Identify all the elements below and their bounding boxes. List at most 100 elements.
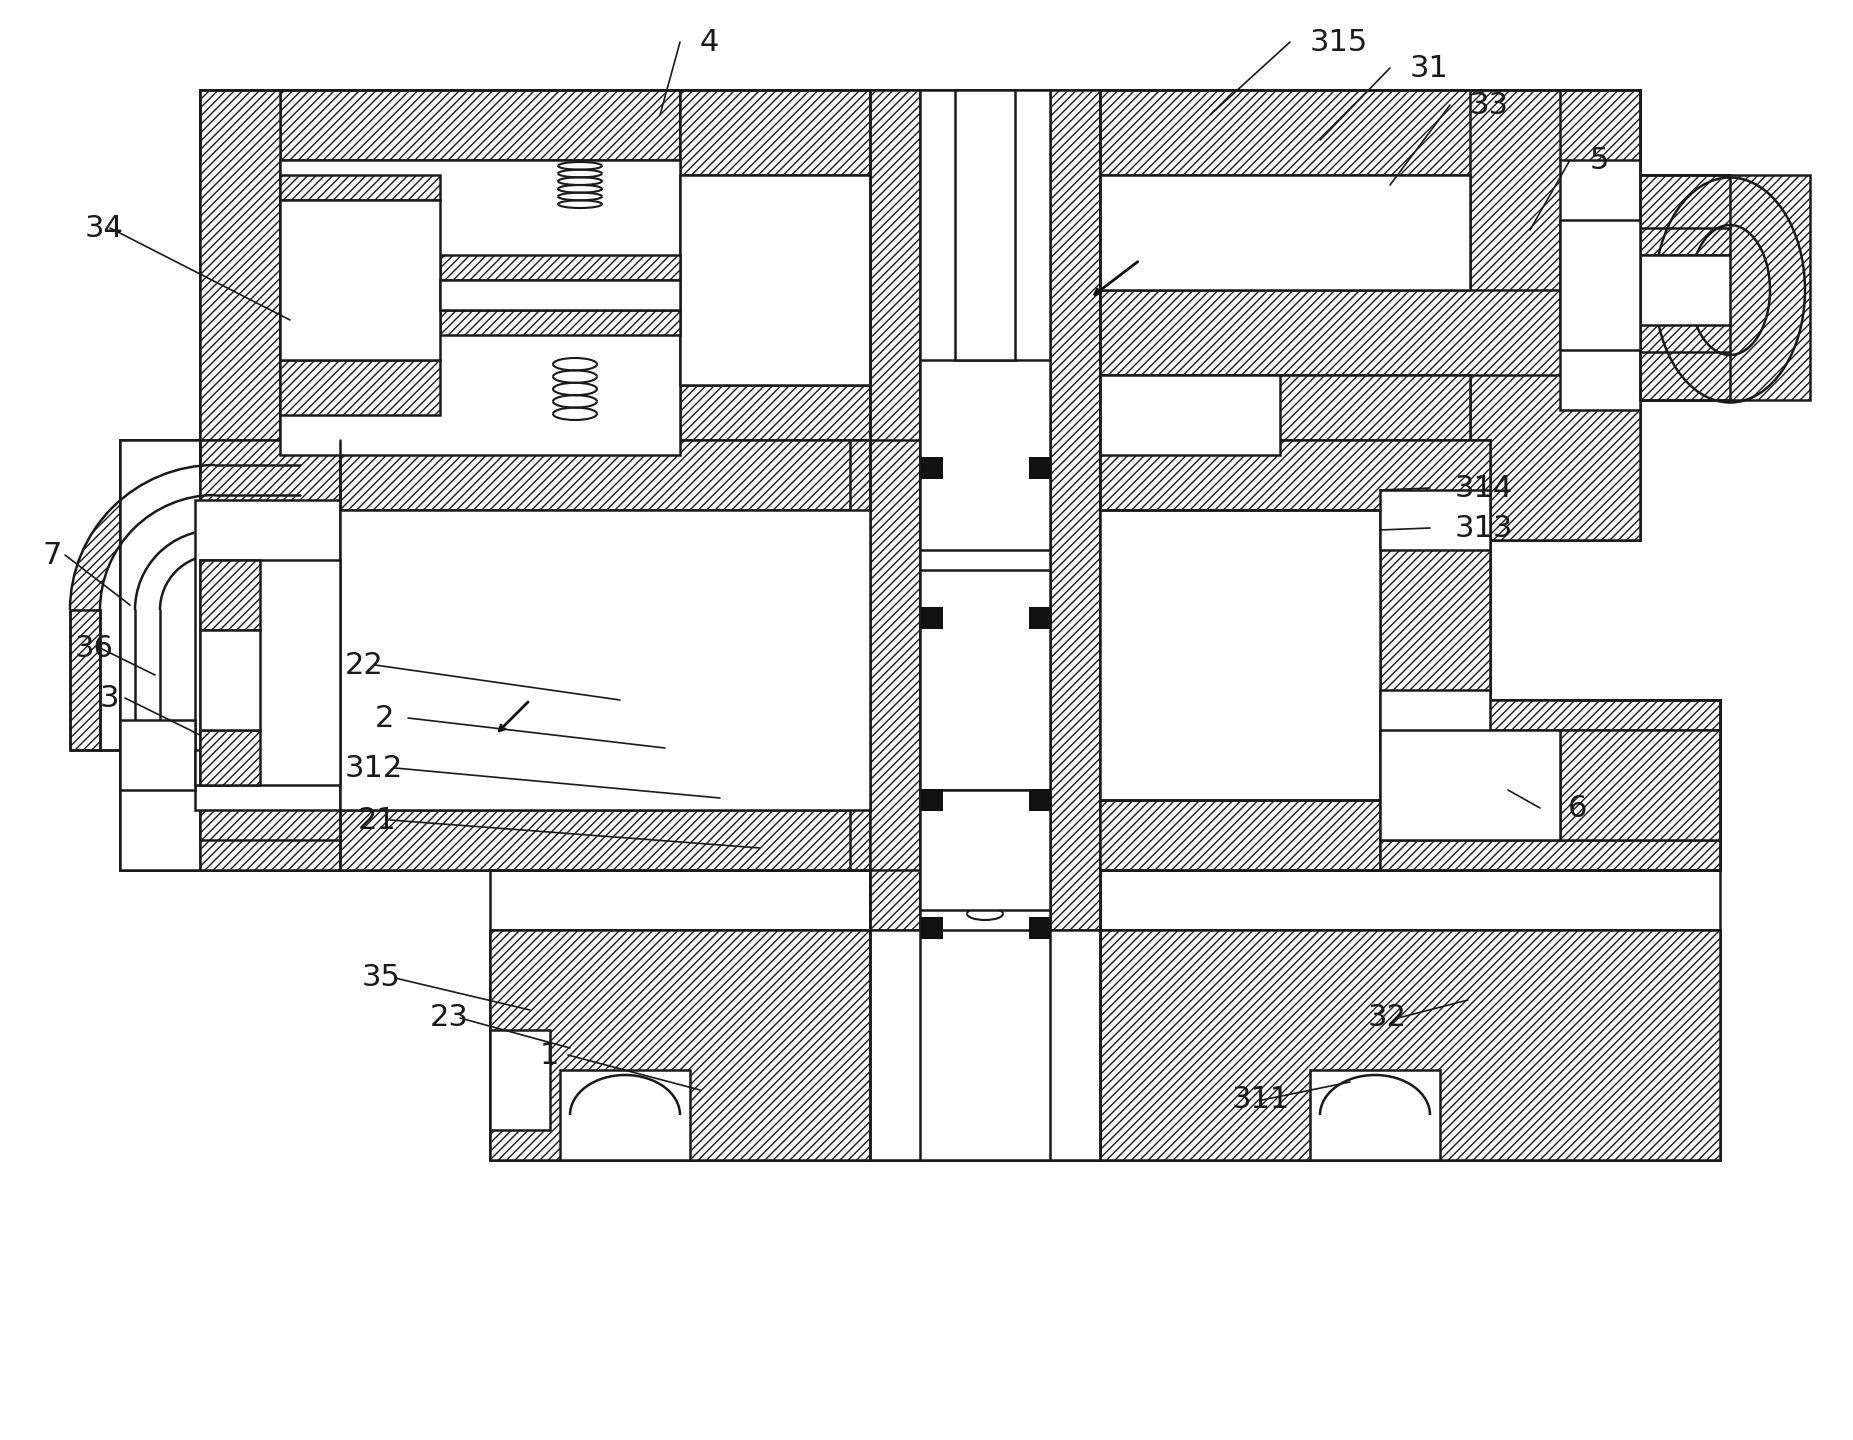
Bar (680, 176, 871, 384)
Text: 34: 34 (85, 213, 124, 242)
Bar (1028, 789, 1051, 811)
Bar (1380, 700, 1720, 730)
Bar (200, 785, 339, 840)
Text: 311: 311 (1232, 1086, 1290, 1115)
Bar (871, 930, 1101, 1161)
Bar (215, 465, 300, 495)
Bar (680, 384, 871, 475)
Bar (921, 789, 943, 811)
Bar (1101, 289, 1640, 374)
Text: 4: 4 (700, 27, 719, 56)
Bar (135, 611, 159, 750)
Bar (1560, 700, 1720, 870)
Bar (200, 441, 339, 870)
Text: 315: 315 (1310, 27, 1368, 56)
Text: 23: 23 (430, 1004, 469, 1032)
Bar (919, 570, 1051, 791)
Bar (489, 930, 1720, 1161)
Bar (330, 441, 400, 870)
Bar (1560, 220, 1640, 350)
Bar (1101, 176, 1469, 289)
Bar (851, 441, 980, 870)
Bar (560, 1070, 689, 1161)
Bar (280, 360, 439, 415)
Bar (200, 730, 259, 785)
Bar (1310, 1070, 1440, 1161)
Bar (70, 611, 100, 750)
Bar (200, 441, 980, 870)
Bar (871, 91, 1101, 999)
Text: 2: 2 (374, 704, 395, 733)
Text: 35: 35 (361, 963, 400, 992)
Text: 1: 1 (539, 1041, 560, 1070)
Bar (1560, 160, 1640, 410)
Text: 21: 21 (358, 805, 397, 835)
Bar (280, 415, 680, 475)
Bar (1101, 374, 1280, 455)
Bar (871, 91, 919, 999)
Bar (200, 510, 339, 560)
Bar (1380, 840, 1720, 870)
Bar (489, 930, 1720, 1161)
Bar (489, 930, 871, 1161)
Bar (1101, 441, 1490, 870)
Bar (1101, 91, 1640, 540)
Bar (680, 91, 901, 475)
Bar (280, 160, 680, 455)
Bar (195, 750, 230, 785)
Bar (1380, 690, 1490, 750)
Bar (1640, 176, 1731, 255)
Bar (1101, 510, 1380, 801)
Text: 36: 36 (74, 634, 113, 662)
Bar (1028, 917, 1051, 939)
Bar (120, 441, 400, 870)
Bar (339, 441, 871, 510)
Bar (195, 801, 330, 870)
Bar (439, 279, 680, 310)
Text: 33: 33 (1469, 91, 1508, 120)
Text: 3: 3 (100, 684, 119, 713)
Bar (1101, 441, 1490, 510)
Text: 7: 7 (43, 540, 61, 569)
Bar (1640, 320, 1731, 400)
Bar (439, 255, 680, 279)
Bar (921, 456, 943, 480)
Bar (1380, 700, 1720, 870)
Bar (1101, 930, 1720, 1161)
Bar (280, 176, 439, 200)
Bar (200, 560, 259, 631)
Bar (200, 441, 980, 870)
Bar (1380, 730, 1560, 840)
Bar (1640, 255, 1731, 325)
Bar (1560, 730, 1720, 840)
Bar (1469, 91, 1640, 540)
Bar (1380, 490, 1490, 550)
Bar (1028, 456, 1051, 480)
Bar (120, 441, 195, 870)
Bar (489, 1030, 550, 1130)
Bar (1380, 510, 1490, 801)
Bar (1380, 700, 1720, 870)
Bar (200, 91, 901, 475)
Bar (1051, 91, 1101, 999)
Bar (1101, 374, 1469, 540)
Bar (1028, 608, 1051, 629)
Bar (680, 91, 901, 475)
Bar (1640, 176, 1810, 400)
Bar (680, 91, 871, 176)
Text: 314: 314 (1455, 474, 1514, 503)
Bar (200, 560, 339, 785)
Bar (439, 310, 680, 336)
Bar (200, 91, 901, 475)
Text: 5: 5 (1590, 145, 1610, 174)
Bar (280, 91, 680, 160)
Bar (195, 500, 339, 809)
Bar (1560, 160, 1640, 410)
Text: 6: 6 (1568, 793, 1588, 822)
Bar (921, 608, 943, 629)
Bar (200, 91, 280, 475)
Bar (1101, 441, 1490, 870)
Bar (215, 530, 300, 554)
Bar (120, 720, 195, 791)
Bar (200, 631, 259, 730)
